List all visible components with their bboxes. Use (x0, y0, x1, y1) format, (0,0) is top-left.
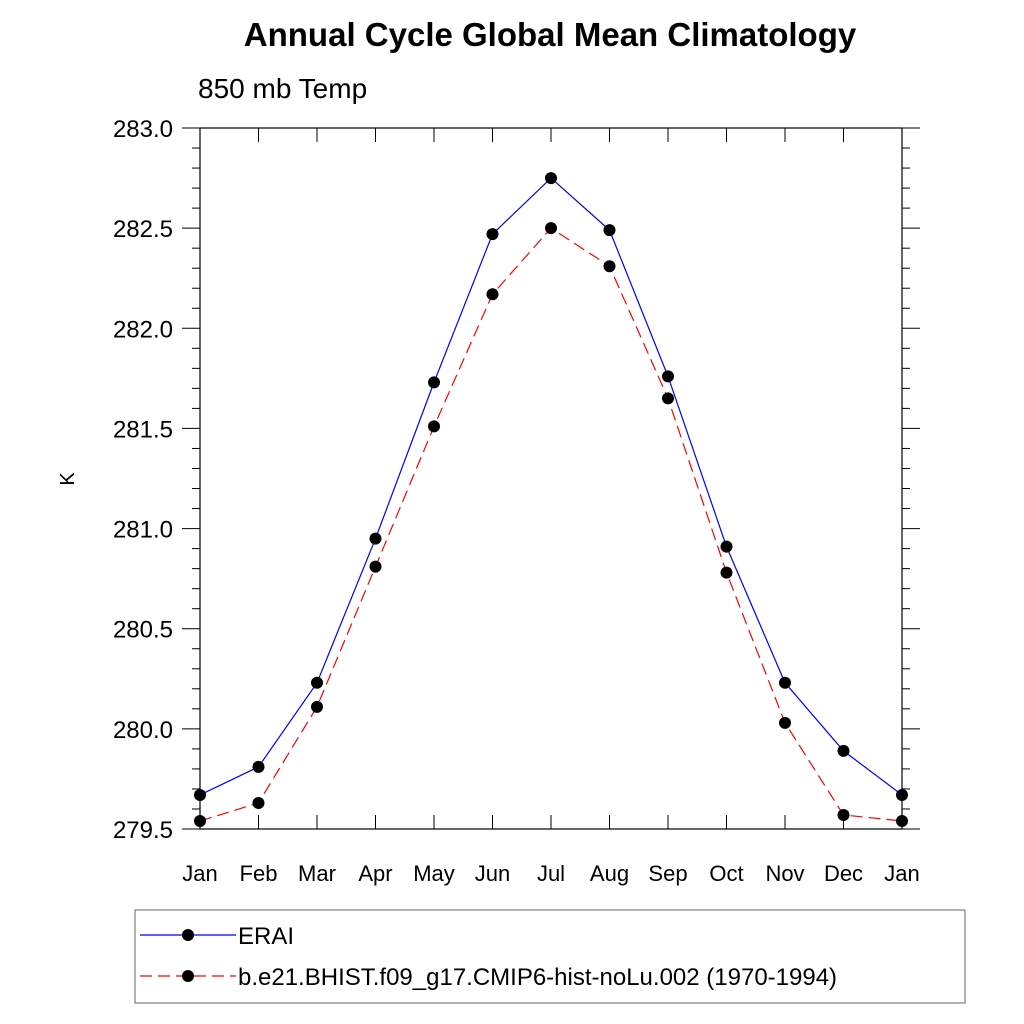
series-0-point (194, 788, 206, 801)
series-1-point (662, 392, 674, 405)
legend-marker-1 (182, 970, 194, 982)
series-1-point (311, 700, 323, 713)
series-0-point (779, 676, 791, 689)
series-0-point (252, 760, 265, 773)
series-0-point (662, 370, 674, 383)
y-tick-label: 282.0 (113, 316, 173, 343)
y-tick-label: 279.5 (113, 817, 173, 844)
y-tick-label: 280.5 (113, 617, 173, 644)
x-tick-label: Jan (884, 861, 919, 886)
chart-subtitle: 850 mb Temp (198, 73, 367, 104)
y-tick-label: 282.5 (113, 216, 173, 243)
series-0-point (369, 532, 382, 545)
x-tick-label: Jun (475, 861, 510, 886)
series-0-point (486, 228, 499, 241)
series-0-point (603, 224, 616, 237)
y-tick-label: 281.0 (113, 517, 173, 544)
y-tick-label: 283.0 (113, 116, 173, 143)
x-tick-label: Mar (298, 861, 336, 886)
x-tick-label: Feb (240, 861, 278, 886)
series-line-1 (199, 227, 903, 822)
x-tick-label: Dec (824, 861, 863, 886)
series-0-point (545, 172, 557, 185)
series-1-point (369, 560, 382, 573)
x-tick-label: May (413, 861, 455, 886)
series-1-point (896, 814, 908, 827)
series-1-point (252, 796, 265, 809)
series-1-point (837, 808, 850, 821)
x-tick-label: Jan (182, 861, 217, 886)
y-tick-label: 280.0 (113, 717, 173, 744)
x-tick-label: Oct (709, 861, 743, 886)
legend-box (134, 909, 966, 1004)
x-tick-label: Apr (358, 861, 392, 886)
series-0-point (720, 540, 733, 553)
legend: ERAI b.e21.BHIST.f09_g17.CMIP6-hist-noLu.… (134, 909, 966, 1004)
legend-label-1: b.e21.BHIST.f09_g17.CMIP6-hist-noLu.002 … (238, 964, 837, 991)
series-0-point (896, 788, 908, 801)
series-0-point (311, 676, 323, 689)
series-0-point (837, 744, 850, 757)
x-tick-label: Nov (765, 861, 804, 886)
legend-label-0: ERAI (238, 923, 294, 950)
y-tick-label: 281.5 (113, 416, 173, 443)
x-tick-label: Sep (648, 861, 687, 886)
series-1-point (603, 260, 616, 273)
plot-area: Jan Feb Mar Apr May Jun Jul Aug Sep Oct Nov Dec Jan 2… (113, 116, 920, 886)
chart-title: Annual Cycle Global Mean Climatology (244, 16, 857, 53)
x-tick-label: Jul (537, 861, 565, 886)
series-1-point (720, 566, 733, 579)
series-1-point (486, 288, 499, 301)
legend-marker-0 (182, 929, 194, 941)
series-1-point (545, 222, 557, 235)
series-1-point (194, 814, 206, 827)
y-axis-label: K (57, 472, 79, 486)
x-tick-label: Aug (590, 861, 629, 886)
series-0-point (428, 376, 440, 389)
series-1-point (779, 716, 791, 729)
series-1-point (428, 420, 440, 433)
series-line-0 (199, 177, 903, 796)
